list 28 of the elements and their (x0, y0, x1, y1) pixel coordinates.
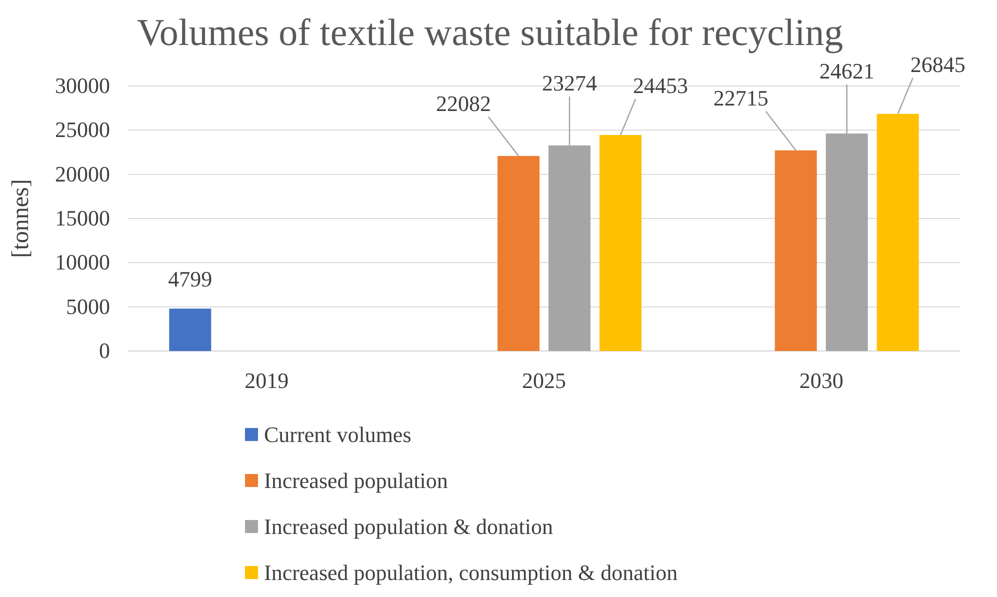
legend-label: Current volumes (264, 422, 412, 447)
data-label: 4799 (168, 266, 212, 292)
x-tick-label: 2019 (244, 368, 289, 393)
y-tick-label: 0 (99, 338, 110, 363)
y-tick-label: 10000 (55, 250, 110, 275)
y-axis-title: [tonnes] (8, 179, 34, 258)
data-label: 22715 (713, 85, 768, 110)
y-tick-label: 15000 (55, 206, 110, 230)
y-tick-label: 25000 (55, 117, 110, 142)
x-tick-label: 2030 (799, 368, 844, 393)
chart-title: Volumes of textile waste suitable for recycling (136, 12, 844, 54)
bar (876, 114, 919, 351)
bar (774, 150, 817, 351)
y-tick-label: 5000 (66, 294, 110, 319)
data-label: 23274 (542, 70, 597, 96)
legend-label: Increased population (264, 468, 448, 493)
data-label: 26845 (910, 52, 966, 77)
legend-label: Increased population & donation (264, 514, 553, 539)
y-tick-label: 20000 (55, 161, 110, 186)
legend-label: Increased population, consumption & donation (264, 560, 678, 585)
y-tick-label: 30000 (55, 73, 110, 98)
data-label: 22082 (436, 90, 491, 116)
data-label: 24621 (819, 58, 874, 84)
bar (600, 135, 642, 351)
data-label: 24453 (633, 73, 688, 98)
x-tick-label: 2025 (522, 368, 566, 393)
bar (169, 308, 212, 351)
bar (498, 156, 540, 351)
